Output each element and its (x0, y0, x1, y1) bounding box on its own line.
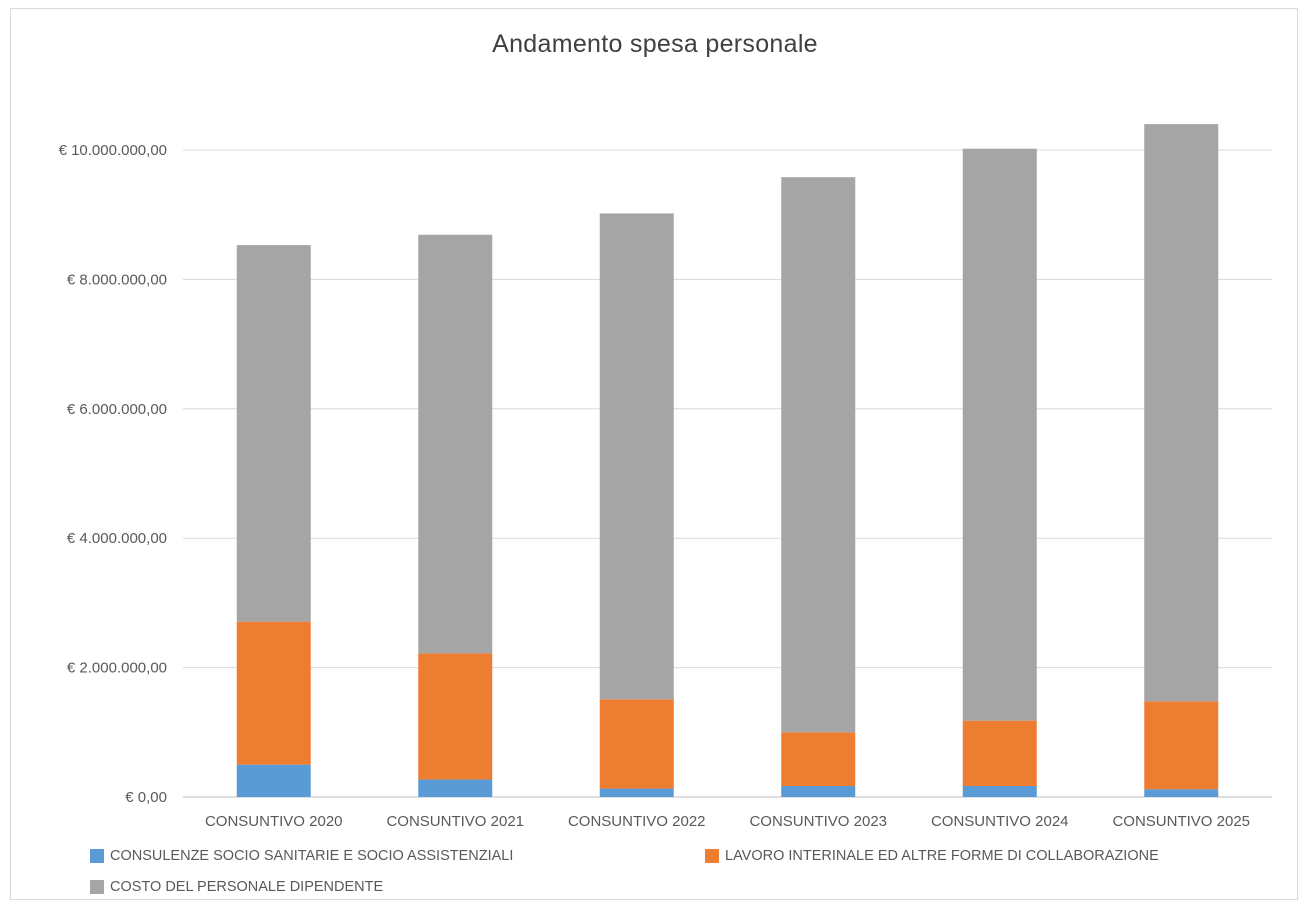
y-tick-label: € 6.000.000,00 (67, 401, 167, 418)
legend-item-consulenze: CONSULENZE SOCIO SANITARIE E SOCIO ASSIS… (90, 848, 513, 864)
bar-segment (418, 653, 493, 780)
x-tick-label: CONSUNTIVO 2023 (749, 813, 887, 830)
legend-label: COSTO DEL PERSONALE DIPENDENTE (110, 879, 384, 895)
x-axis-ticks: CONSUNTIVO 2020 CONSUNTIVO 2021 CONSUNTIVO… (205, 813, 1250, 830)
x-tick-label: CONSUNTIVO 2024 (931, 813, 1069, 830)
legend-item-costo-personale: COSTO DEL PERSONALE DIPENDENTE (90, 879, 383, 895)
legend-label: LAVORO INTERINALE ED ALTRE FORME DI COLL… (725, 848, 1159, 864)
bar-segment (236, 764, 311, 797)
chart-title: Andamento spesa personale (492, 30, 818, 58)
bar-segment (781, 177, 856, 733)
y-tick-label: € 10.000.000,00 (59, 142, 167, 159)
bar-segment (1144, 701, 1219, 790)
y-tick-label: € 8.000.000,00 (67, 271, 167, 288)
legend-swatch (705, 849, 719, 863)
bars (236, 124, 1219, 797)
bar-segment (781, 732, 856, 787)
gridlines (183, 149, 1272, 798)
x-tick-label: CONSUNTIVO 2020 (205, 813, 343, 830)
bar-segment (236, 621, 311, 765)
bar-segment (1144, 124, 1219, 702)
legend-label: CONSULENZE SOCIO SANITARIE E SOCIO ASSIS… (110, 848, 514, 864)
x-tick-label: CONSUNTIVO 2025 (1112, 813, 1250, 830)
y-tick-label: € 0,00 (125, 789, 167, 806)
x-tick-label: CONSUNTIVO 2021 (386, 813, 524, 830)
bar-segment (599, 788, 674, 797)
bar-segment (1144, 789, 1219, 797)
bar-segment (781, 786, 856, 797)
x-tick-label: CONSUNTIVO 2022 (568, 813, 706, 830)
legend-swatch (90, 880, 104, 894)
bar-segment (962, 148, 1037, 721)
bar-segment (962, 720, 1037, 787)
y-tick-label: € 2.000.000,00 (67, 660, 167, 677)
legend-item-lavoro-interinale: LAVORO INTERINALE ED ALTRE FORME DI COLL… (705, 848, 1159, 864)
bar-segment (418, 234, 493, 654)
y-axis-ticks: € 0,00 € 2.000.000,00 € 4.000.000,00 € 6.00… (59, 142, 167, 806)
legend-swatch (90, 849, 104, 863)
bar-segment (236, 245, 311, 622)
y-tick-label: € 4.000.000,00 (67, 530, 167, 547)
bar-segment (962, 786, 1037, 797)
bar-segment (599, 213, 674, 700)
bar-segment (418, 779, 493, 797)
bar-segment (599, 699, 674, 789)
